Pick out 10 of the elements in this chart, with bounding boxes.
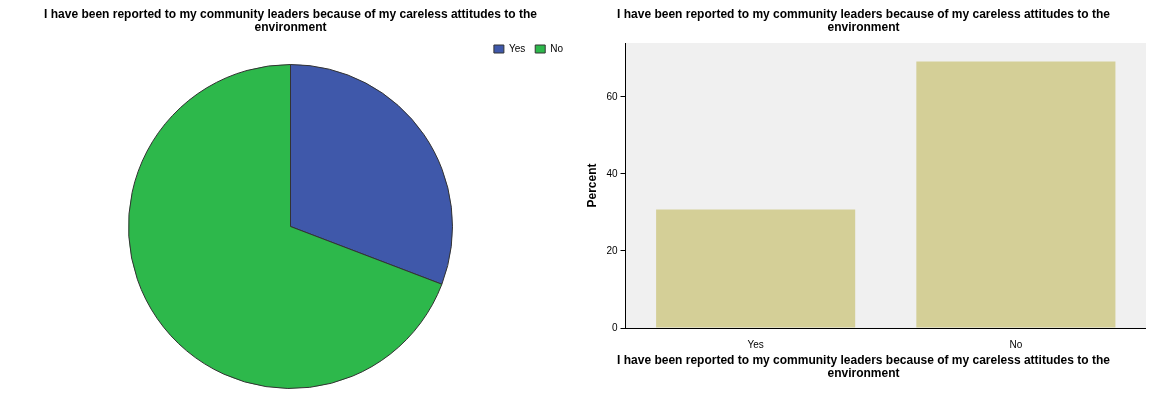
legend-label: Yes <box>508 42 526 54</box>
y-tick-label: 0 <box>611 321 618 333</box>
chart-title: I have been reported to my community leaders because of my careless attitudes to the environment <box>616 7 1111 34</box>
x-axis-title: I have been reported to my community leaders because of my careless attitudes to the environment <box>616 353 1111 380</box>
y-tick-label: 20 <box>606 244 618 256</box>
y-tick-label: 60 <box>606 90 618 102</box>
legend-label: No <box>550 42 564 54</box>
y-axis-title: Percent <box>584 163 599 208</box>
y-tick-label: 40 <box>606 167 618 179</box>
chart-title: I have been reported to my community leaders because of my careless attitudes to the environment <box>43 7 538 34</box>
